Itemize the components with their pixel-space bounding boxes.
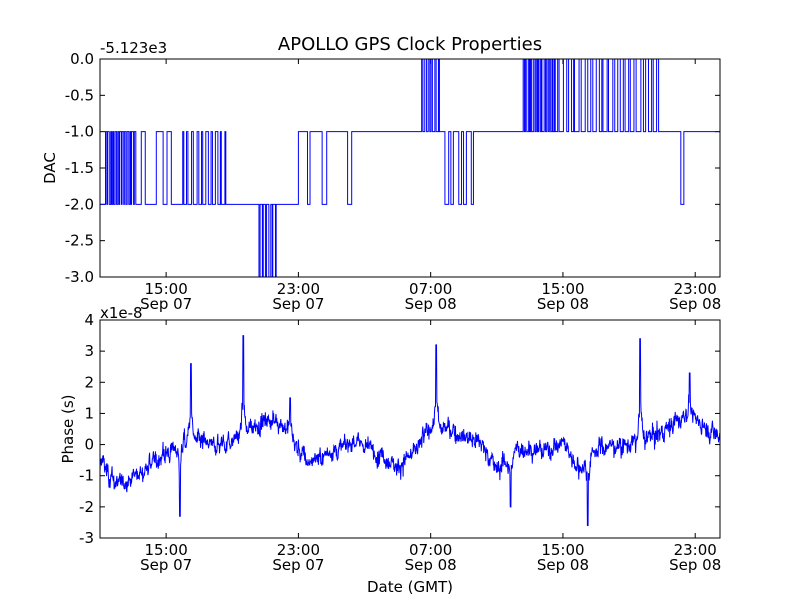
phase-xtick-date-label: Sep 08 xyxy=(669,556,721,574)
dac-xtick-time-label: 15:00 xyxy=(541,280,584,298)
phase-ytick-label: -3 xyxy=(79,529,94,547)
dac-ytick-label: -2.5 xyxy=(65,232,94,250)
phase-ytick-label: 2 xyxy=(84,373,94,391)
phase-xtick-date-label: Sep 08 xyxy=(537,556,589,574)
dac-xtick-date-label: Sep 08 xyxy=(669,295,721,313)
dac-ytick-label: -2.0 xyxy=(65,195,94,213)
phase-xtick-time-label: 15:00 xyxy=(541,541,584,559)
phase-xtick-date-label: Sep 07 xyxy=(272,556,324,574)
dac-axes-frame xyxy=(99,58,721,278)
dac-ytick-label: -1.5 xyxy=(65,159,94,177)
phase-ytick-label: -2 xyxy=(79,498,94,516)
phase-axes-frame xyxy=(99,319,721,539)
dac-series xyxy=(100,59,720,277)
x-axis-label: Date (GMT) xyxy=(367,578,453,596)
dac-xtick-time-label: 23:00 xyxy=(277,280,320,298)
dac-ytick-label: -0.5 xyxy=(65,86,94,104)
dac-panel: -5.123e3 DAC 0.0 -0.5 -1.0 -1.5 -2.0 -2.5 -3.0… xyxy=(41,39,721,313)
dac-xtick-time-label: 15:00 xyxy=(145,280,188,298)
phase-ytick-label: 4 xyxy=(84,311,94,329)
phase-ytick-label: 1 xyxy=(84,404,94,422)
dac-ytick-label: 0.0 xyxy=(70,50,94,68)
phase-series xyxy=(100,335,720,527)
phase-ytick-label: 3 xyxy=(84,342,94,360)
phase-xtick-time-label: 23:00 xyxy=(674,541,717,559)
phase-xtick-date-label: Sep 07 xyxy=(140,556,192,574)
dac-xtick-date-label: Sep 07 xyxy=(140,295,192,313)
phase-xtick-time-label: 07:00 xyxy=(409,541,452,559)
dac-ylabel: DAC xyxy=(41,152,59,184)
dac-xtick-date-label: Sep 07 xyxy=(272,295,324,313)
figure-title: APOLLO GPS Clock Properties xyxy=(278,34,542,55)
phase-ytick-label: -1 xyxy=(79,467,94,485)
phase-xtick-time-label: 15:00 xyxy=(145,541,188,559)
phase-offset-label: x1e-8 xyxy=(100,304,143,322)
dac-xtick-time-label: 07:00 xyxy=(409,280,452,298)
dac-xtick-date-label: Sep 08 xyxy=(537,295,589,313)
phase-xtick-date-label: Sep 08 xyxy=(405,556,457,574)
dac-series-line xyxy=(100,59,720,277)
dac-offset-label: -5.123e3 xyxy=(100,39,167,57)
phase-xtick-time-label: 23:00 xyxy=(277,541,320,559)
dac-ytick-label: -1.0 xyxy=(65,123,94,141)
dac-ytick-label: -3.0 xyxy=(65,268,94,286)
dac-xtick-time-label: 23:00 xyxy=(674,280,717,298)
dac-xtick-date-label: Sep 08 xyxy=(405,295,457,313)
phase-series-line xyxy=(100,335,720,527)
phase-ylabel: Phase (s) xyxy=(59,394,77,463)
phase-ytick-label: 0 xyxy=(84,436,94,454)
